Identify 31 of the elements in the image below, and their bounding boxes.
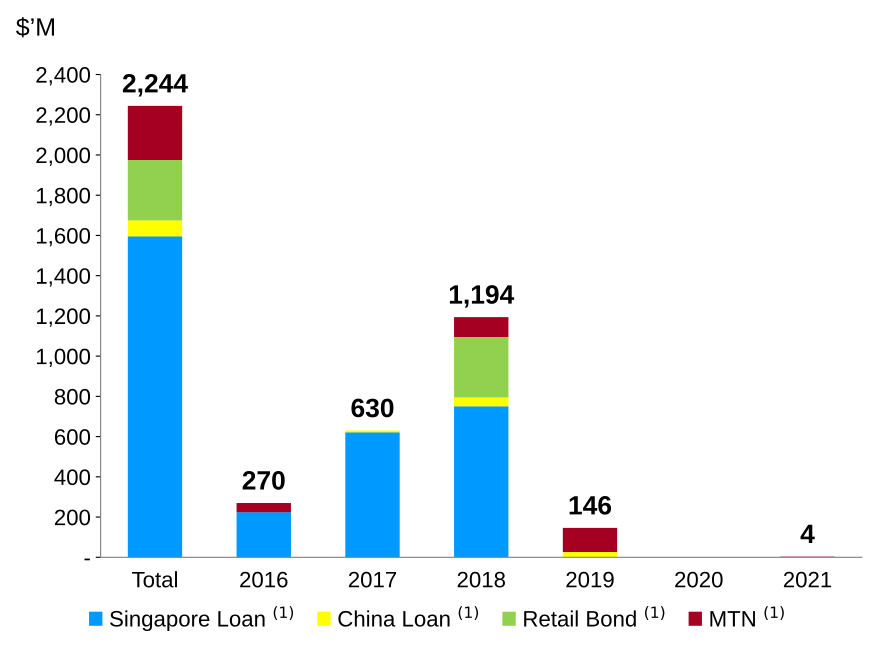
legend-label: China Loan $^{(1)}$ — [338, 606, 478, 627]
y-tick-label: 1,800 — [36, 188, 90, 206]
x-tick-label: 2017 — [348, 572, 396, 588]
total-label: 2,244 — [122, 74, 188, 96]
x-tick-label: 2020 — [675, 572, 723, 588]
y-tick-label: 200 — [54, 510, 90, 526]
x-tick-label: 2021 — [784, 572, 832, 588]
y-tick-label: 1,200 — [36, 308, 90, 327]
y-tick-label: 2,000 — [36, 148, 90, 166]
y-tick-label: 2,400 — [36, 67, 90, 86]
total-label: 270 — [242, 471, 285, 490]
total-label: 630 — [351, 398, 394, 418]
legend-label: Singapore Loan $^{(1)}$ — [110, 606, 294, 632]
legend-label: Retail Bond $^{(1)}$ — [524, 606, 664, 627]
y-tick-label: 600 — [54, 429, 90, 445]
y-tick-label: 800 — [54, 388, 90, 405]
x-tick-label: 2019 — [566, 572, 614, 588]
x-tick-label: 2018 — [458, 572, 506, 588]
y-tick-label: - — [84, 558, 90, 560]
y-tick-label: 400 — [54, 469, 90, 486]
total-label: 1,194 — [450, 285, 514, 308]
y-tick-label: 1,600 — [36, 228, 90, 246]
x-tick-label: 2016 — [240, 572, 288, 588]
x-tick-label: Total — [132, 571, 177, 588]
y-tick-label: 1,000 — [36, 348, 90, 368]
total-label: 4 — [800, 524, 815, 543]
y-axis-title: $’M — [16, 17, 54, 38]
y-tick-label: 2,200 — [36, 107, 90, 126]
y-tick-label: 1,400 — [36, 268, 90, 287]
legend-label: MTN $^{(1)}$ — [710, 606, 784, 626]
total-label: 146 — [570, 496, 612, 515]
